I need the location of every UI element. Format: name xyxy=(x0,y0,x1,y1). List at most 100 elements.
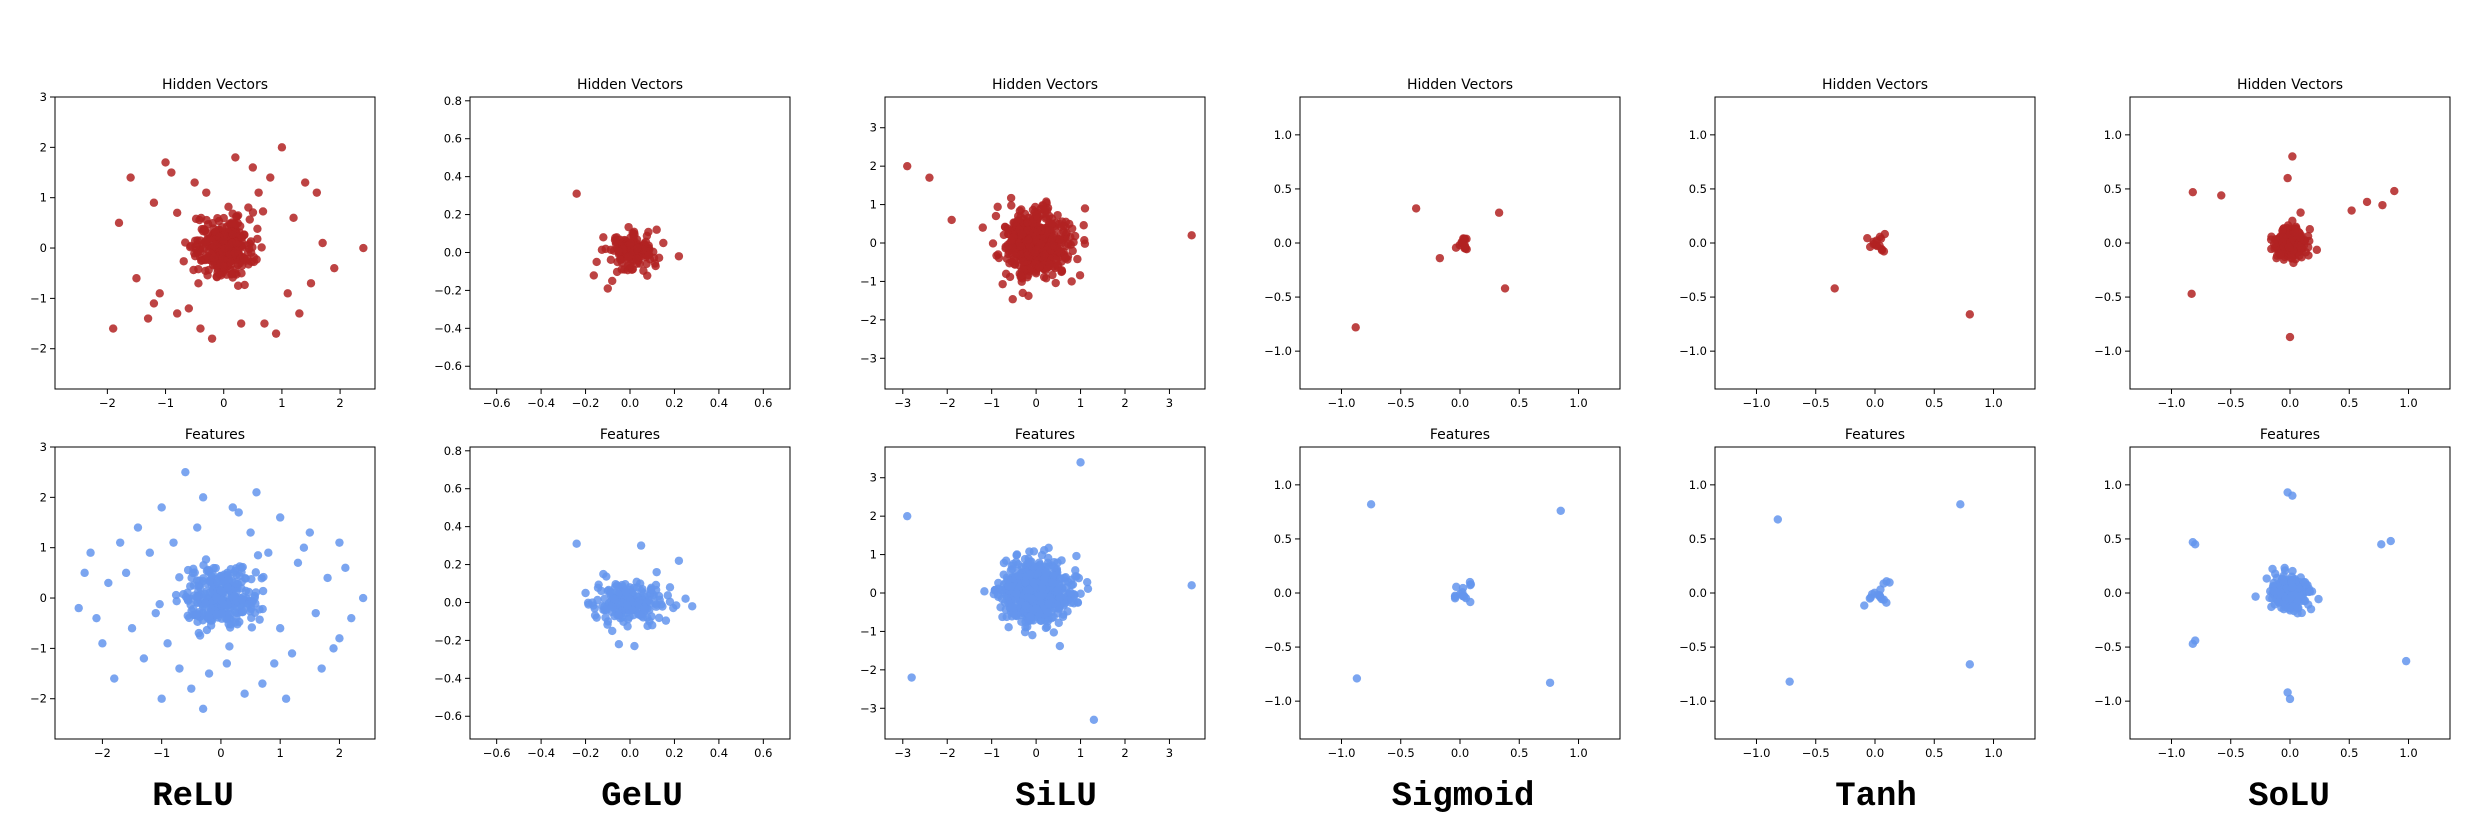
data-point xyxy=(1863,233,1872,243)
data-point xyxy=(213,213,222,223)
data-point xyxy=(198,602,208,611)
data-point xyxy=(264,548,273,557)
data-point xyxy=(2314,594,2323,604)
y-tick-label: 0.6 xyxy=(444,132,462,146)
panel-title: Hidden Vectors xyxy=(1407,77,1513,93)
data-point xyxy=(179,257,188,266)
data-point xyxy=(318,238,327,248)
data-point xyxy=(207,334,217,343)
data-point xyxy=(2187,289,2196,299)
x-tick-label: 0.0 xyxy=(621,746,639,760)
data-point xyxy=(86,548,95,557)
data-point xyxy=(588,598,597,607)
data-point xyxy=(661,616,671,625)
data-point xyxy=(2288,152,2297,161)
data-point xyxy=(1089,715,1099,724)
data-point xyxy=(1015,242,1024,251)
x-tick-label: −1.0 xyxy=(2158,746,2186,760)
data-point xyxy=(224,202,233,212)
panel-title: Features xyxy=(185,427,245,443)
data-point xyxy=(329,644,338,653)
data-point xyxy=(181,467,190,477)
x-tick-label: −2 xyxy=(939,746,956,760)
data-point xyxy=(2274,597,2283,607)
panel-title: Features xyxy=(1430,427,1490,443)
data-point xyxy=(2262,574,2271,583)
data-point xyxy=(1076,589,1085,598)
data-point xyxy=(175,664,184,673)
data-point xyxy=(283,289,292,298)
data-point xyxy=(1060,599,1069,608)
data-point xyxy=(994,253,1004,263)
y-tick-label: 3 xyxy=(870,121,877,135)
data-point xyxy=(2290,228,2300,237)
data-point xyxy=(597,586,606,596)
y-tick-label: 1.0 xyxy=(1274,128,1292,142)
y-tick-label: −0.6 xyxy=(434,359,462,373)
data-point xyxy=(205,577,214,586)
y-tick-label: −1 xyxy=(860,624,877,638)
x-tick-label: −1.0 xyxy=(2158,396,2186,410)
data-point xyxy=(1366,500,1376,509)
x-tick-label: 0 xyxy=(220,396,227,410)
y-tick-label: 0.2 xyxy=(444,208,462,222)
x-tick-label: 0.5 xyxy=(1925,396,1943,410)
data-point xyxy=(572,539,581,548)
y-tick-label: −2 xyxy=(30,342,47,356)
data-point xyxy=(190,236,200,245)
y-tick-label: 0 xyxy=(40,591,47,605)
data-point xyxy=(204,669,214,678)
data-point xyxy=(614,247,624,256)
data-point xyxy=(1773,515,1783,524)
scatter-panel: Features −3 −2 −1 0 1 2 3 −3 −2 −1 0 1 2 3 xyxy=(860,427,1206,760)
data-point xyxy=(1003,575,1013,584)
data-point xyxy=(1875,591,1885,601)
data-point xyxy=(1500,284,1510,293)
data-point xyxy=(228,230,237,239)
data-point xyxy=(258,207,268,216)
x-tick-label: −0.6 xyxy=(483,746,511,760)
data-point xyxy=(581,588,590,598)
data-point xyxy=(2301,580,2310,589)
data-point xyxy=(305,528,315,537)
data-point xyxy=(157,694,166,703)
y-tick-label: −1.0 xyxy=(1679,694,1707,708)
data-point xyxy=(281,694,291,703)
data-point xyxy=(127,624,137,633)
data-point xyxy=(235,571,244,581)
data-point xyxy=(610,594,619,604)
data-point xyxy=(358,593,368,603)
data-point xyxy=(306,279,316,288)
data-point xyxy=(1048,241,1058,250)
data-point xyxy=(270,659,279,668)
data-point xyxy=(202,188,211,197)
data-point xyxy=(198,704,208,713)
data-point xyxy=(608,276,617,286)
data-point xyxy=(1005,272,1015,282)
y-tick-label: 0.5 xyxy=(2104,182,2122,196)
data-point xyxy=(251,568,261,577)
data-point xyxy=(1027,594,1037,604)
data-point xyxy=(1055,593,1065,602)
data-point xyxy=(213,578,223,587)
data-point xyxy=(665,597,675,606)
data-point xyxy=(597,245,607,254)
data-point xyxy=(2305,587,2315,596)
data-point xyxy=(1021,578,1030,587)
data-point xyxy=(231,153,240,162)
data-point xyxy=(203,271,212,280)
data-point xyxy=(2188,187,2198,197)
x-tick-label: 0.5 xyxy=(2340,746,2358,760)
data-point xyxy=(1466,597,1475,607)
data-point xyxy=(1025,547,1034,556)
data-point xyxy=(2390,186,2399,196)
x-tick-label: −0.5 xyxy=(1387,746,1415,760)
data-point xyxy=(1079,221,1088,230)
data-point xyxy=(1008,603,1017,612)
data-point xyxy=(172,596,181,606)
data-point xyxy=(196,324,205,333)
data-point xyxy=(253,551,263,560)
x-tick-label: 1 xyxy=(1077,396,1084,410)
data-point xyxy=(999,558,1009,568)
data-point xyxy=(216,260,225,269)
